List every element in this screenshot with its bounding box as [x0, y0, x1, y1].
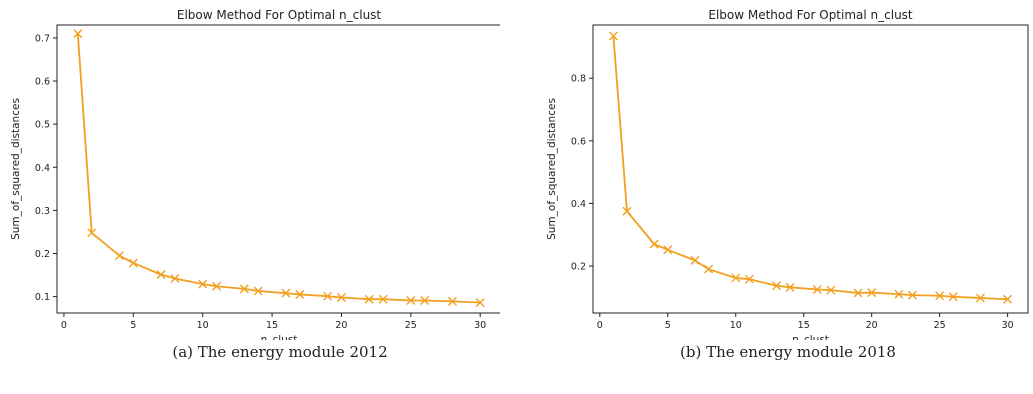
data-point [447, 296, 457, 306]
data-point [608, 31, 618, 41]
data-point [156, 270, 166, 280]
series-line [612, 35, 1008, 301]
data-point [812, 285, 822, 295]
chart-title: Elbow Method For Optimal n_clust [708, 8, 913, 22]
x-tick-label: 25 [934, 320, 946, 331]
data-point [406, 296, 416, 305]
data-point [1003, 294, 1013, 304]
data-point [198, 279, 208, 289]
data-point [894, 289, 904, 299]
chart-title: Elbow Method For Optimal n_clust [177, 8, 382, 22]
x-tick-label: 30 [474, 320, 486, 331]
data-point [336, 292, 346, 302]
data-point [785, 282, 795, 292]
y-tick-label: 0.3 [35, 206, 50, 217]
y-tick-label: 0.5 [35, 120, 50, 131]
data-point [87, 228, 97, 238]
y-tick-label: 0.4 [571, 199, 586, 210]
x-tick-label: 20 [335, 320, 347, 331]
data-point [281, 288, 291, 298]
data-point [826, 285, 836, 295]
data-point [420, 296, 430, 305]
data-point [690, 255, 700, 265]
data-point [253, 286, 263, 296]
x-axis-label: n_clust [792, 334, 829, 340]
data-point [239, 284, 249, 294]
y-tick-label: 0.2 [571, 262, 586, 273]
y-tick-label: 0.1 [35, 292, 50, 303]
plot-frame [592, 24, 1029, 314]
y-tick-label: 0.6 [571, 136, 586, 147]
data-point [323, 291, 333, 301]
x-tick-label: 15 [798, 320, 810, 331]
series-line [76, 33, 481, 304]
y-tick-label: 0.4 [35, 163, 50, 174]
data-point [907, 290, 917, 300]
x-tick-label: 15 [266, 320, 278, 331]
data-point [663, 245, 673, 255]
data-point [649, 239, 659, 249]
y-tick-label: 0.2 [35, 249, 50, 260]
x-tick-label: 10 [197, 320, 209, 331]
data-point [853, 288, 863, 298]
y-tick-label: 0.6 [35, 77, 50, 88]
x-tick-label: 30 [1002, 320, 1014, 331]
y-tick-label: 0.8 [571, 74, 586, 85]
plot-frame [56, 24, 500, 314]
data-point [935, 291, 945, 301]
data-point [704, 264, 714, 274]
x-axis-label: n_clust [261, 334, 298, 340]
x-tick-label: 5 [665, 320, 671, 331]
data-point [772, 281, 782, 291]
data-point [948, 292, 958, 302]
chart-panel-a: Elbow Method For Optimal n_clust 0 5 10 15 20… [10, 8, 500, 340]
data-point [622, 206, 632, 216]
y-tick-label: 0.7 [35, 33, 50, 44]
x-tick-label: 20 [866, 320, 878, 331]
data-point [364, 294, 374, 304]
x-tick-label: 0 [61, 320, 67, 331]
x-tick-label: 5 [130, 320, 136, 331]
caption-b: (b) The energy module 2018 [680, 343, 896, 361]
data-point [128, 258, 138, 268]
data-point [295, 289, 305, 299]
data-point [114, 251, 124, 261]
data-point [73, 29, 83, 39]
data-point [975, 293, 985, 303]
data-point [731, 273, 741, 283]
x-tick-label: 0 [597, 320, 603, 331]
x-tick-label: 10 [730, 320, 742, 331]
y-axis-label: Sum_of_squared_distances [546, 98, 558, 240]
caption-a: (a) The energy module 2012 [172, 343, 388, 361]
x-tick-label: 25 [405, 320, 417, 331]
data-point [475, 298, 485, 308]
data-point [378, 294, 388, 304]
data-point [212, 281, 222, 291]
data-point [170, 274, 180, 284]
data-point [744, 274, 754, 284]
data-point [867, 288, 877, 298]
y-axis-label: Sum_of_squared_distances [10, 98, 22, 240]
chart-panel-b: Elbow Method For Optimal n_clust 0 5 10 15 20… [546, 8, 1029, 340]
